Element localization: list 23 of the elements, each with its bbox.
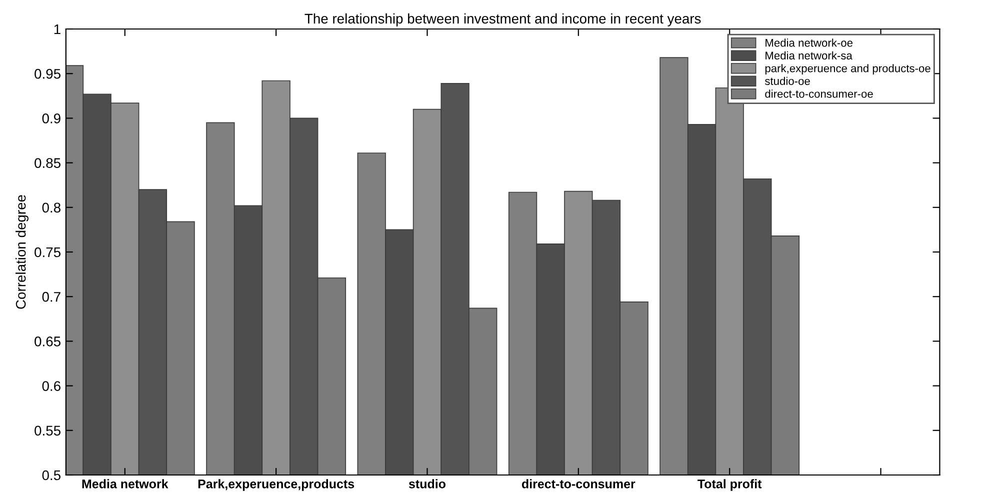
y-tick-label: 0.7 (42, 292, 60, 302)
y-axis-title: Correlation degree (16, 195, 28, 309)
y-tick-label: 0.6 (42, 381, 60, 391)
y-tick-label: 1 (54, 24, 60, 34)
y-tick-label: 0.5 (42, 470, 60, 480)
y-tick-label: 0.65 (34, 336, 60, 346)
legend-label: studio-oe (765, 76, 810, 86)
legend-label: park,experuence and products-oe (765, 64, 930, 74)
chart-title: The relationship between investment and income in recent years (304, 13, 701, 26)
legend-label: Media network-oe (766, 38, 853, 47)
x-tick-label: Park,experuence,products (198, 479, 354, 491)
y-tick-label: 0.9 (42, 114, 60, 124)
legend-label: direct-to-consumer-oe (765, 90, 873, 98)
legend-label: Media network-sa (766, 51, 852, 60)
x-tick-label: direct-to-consumer (522, 479, 636, 488)
y-tick-label: 0.95 (34, 68, 60, 79)
y-tick-label: 0.55 (34, 426, 60, 436)
y-tick-label: 0.85 (34, 158, 60, 168)
x-tick-label: Total profit (698, 479, 762, 491)
y-tick-label: 0.8 (42, 202, 60, 213)
y-tick-label: 0.75 (34, 247, 60, 258)
x-tick-label: Media network (82, 479, 168, 488)
x-tick-label: studio (408, 479, 446, 488)
